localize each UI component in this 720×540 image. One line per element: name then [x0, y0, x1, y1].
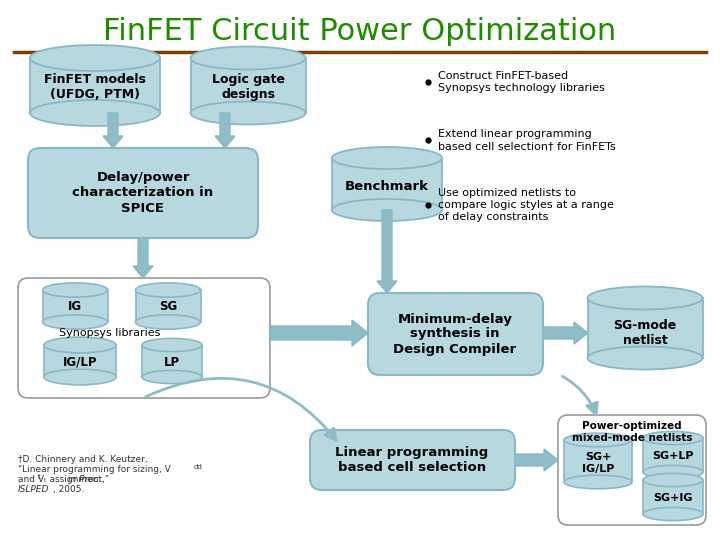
Ellipse shape — [332, 147, 442, 169]
Ellipse shape — [44, 369, 116, 385]
Bar — [588, 298, 703, 358]
Bar — [44, 345, 116, 377]
FancyBboxPatch shape — [558, 415, 706, 525]
Ellipse shape — [643, 508, 703, 521]
Text: SG: SG — [159, 300, 177, 314]
Ellipse shape — [142, 339, 202, 352]
Text: dd: dd — [194, 464, 203, 470]
Ellipse shape — [564, 475, 632, 489]
Polygon shape — [270, 320, 368, 346]
Bar — [142, 345, 202, 377]
Ellipse shape — [332, 199, 442, 221]
Polygon shape — [103, 113, 123, 148]
Ellipse shape — [44, 337, 116, 353]
Bar — [332, 158, 442, 210]
FancyArrowPatch shape — [145, 379, 336, 441]
Text: Delay/power
characterization in
SPICE: Delay/power characterization in SPICE — [73, 172, 214, 214]
Text: SG+
IG/LP: SG+ IG/LP — [582, 452, 614, 474]
Text: Use optimized netlists to
compare logic styles at a range
of delay constraints: Use optimized netlists to compare logic … — [438, 188, 614, 221]
Bar — [643, 438, 703, 472]
Text: "Linear programming for sizing, V: "Linear programming for sizing, V — [18, 465, 171, 474]
Ellipse shape — [30, 45, 160, 71]
Text: and Vₜ assignment,": and Vₜ assignment," — [18, 475, 112, 484]
FancyBboxPatch shape — [18, 278, 270, 398]
Ellipse shape — [191, 102, 305, 125]
Text: FinFET models
(UFDG, PTM): FinFET models (UFDG, PTM) — [44, 73, 146, 101]
Text: LP: LP — [164, 355, 180, 368]
Ellipse shape — [135, 315, 200, 329]
Text: SG-mode
netlist: SG-mode netlist — [613, 319, 677, 347]
Bar — [191, 58, 305, 113]
Ellipse shape — [643, 474, 703, 487]
Text: FinFET Circuit Power Optimization: FinFET Circuit Power Optimization — [104, 17, 616, 46]
Text: Construct FinFET-based
Synopsys technology libraries: Construct FinFET-based Synopsys technolo… — [438, 71, 605, 93]
FancyArrowPatch shape — [562, 376, 598, 415]
Polygon shape — [215, 113, 235, 148]
Text: ISLPED: ISLPED — [18, 485, 50, 494]
Ellipse shape — [30, 100, 160, 126]
Ellipse shape — [564, 433, 632, 447]
Polygon shape — [543, 322, 588, 344]
Ellipse shape — [588, 347, 703, 369]
Ellipse shape — [191, 46, 305, 70]
Ellipse shape — [135, 283, 200, 297]
FancyBboxPatch shape — [310, 430, 515, 490]
Text: Extend linear programming
based cell selection† for FinFETs: Extend linear programming based cell sel… — [438, 129, 616, 151]
Text: †D. Chinnery and K. Keutzer,: †D. Chinnery and K. Keutzer, — [18, 455, 148, 464]
Text: , 2005.: , 2005. — [53, 485, 84, 494]
Bar — [643, 480, 703, 514]
Text: Linear programming
based cell selection: Linear programming based cell selection — [336, 446, 489, 474]
Text: Minimum-delay
synthesis in
Design Compiler: Minimum-delay synthesis in Design Compil… — [393, 313, 516, 355]
FancyBboxPatch shape — [28, 148, 258, 238]
Polygon shape — [377, 210, 397, 293]
Ellipse shape — [643, 465, 703, 478]
Polygon shape — [515, 449, 558, 471]
Bar — [30, 58, 160, 113]
FancyBboxPatch shape — [368, 293, 543, 375]
Text: IG/LP: IG/LP — [63, 355, 97, 368]
Text: Synopsys libraries: Synopsys libraries — [59, 328, 161, 338]
Ellipse shape — [42, 283, 107, 297]
Ellipse shape — [42, 315, 107, 329]
Text: SG+IG: SG+IG — [653, 493, 693, 503]
Text: Benchmark: Benchmark — [345, 179, 429, 192]
Ellipse shape — [643, 431, 703, 444]
Polygon shape — [133, 238, 153, 278]
Text: SG+LP: SG+LP — [652, 451, 694, 461]
Text: Logic gate
designs: Logic gate designs — [212, 73, 284, 101]
Text: in Proc.: in Proc. — [68, 475, 102, 484]
Ellipse shape — [588, 287, 703, 309]
Text: Power-optimized
mixed-mode netlists: Power-optimized mixed-mode netlists — [572, 421, 692, 443]
Text: IG: IG — [68, 300, 82, 314]
Bar — [42, 290, 107, 322]
Bar — [564, 440, 632, 482]
Text: t: t — [38, 474, 41, 480]
Ellipse shape — [142, 370, 202, 383]
Bar — [135, 290, 200, 322]
